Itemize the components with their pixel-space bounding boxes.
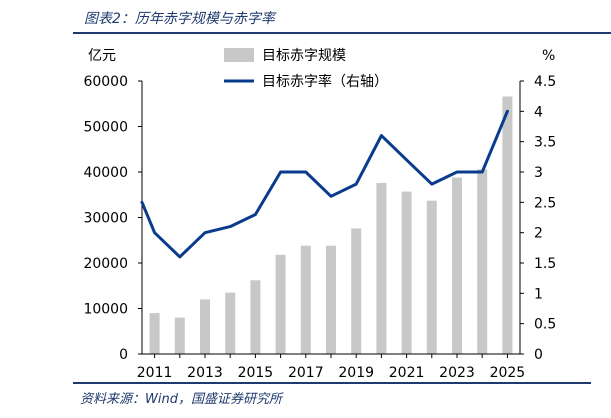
axes-layer (138, 80, 524, 358)
bar-2016 (275, 254, 286, 354)
bars-layer (149, 96, 513, 354)
x-tick-label: 2023 (439, 365, 475, 381)
left-tick-label: 30000 (83, 211, 128, 227)
right-tick-label: 3.5 (534, 135, 556, 151)
right-tick-label: 0 (534, 347, 543, 363)
x-tick-label: 2017 (288, 365, 324, 381)
right-tick-label: 2 (534, 226, 543, 242)
title-rule (73, 32, 611, 34)
labels-layer: 0 10000 20000 30000 40000 50000 60000 0 0.5 1 1.5 2… (83, 48, 556, 381)
right-tick-label: 4.5 (534, 74, 556, 90)
bar-2019 (351, 228, 362, 354)
bar-2013 (200, 299, 210, 354)
bar-2017 (300, 245, 311, 354)
figure-title: 图表2：历年赤字规模与赤字率 (84, 11, 275, 27)
left-tick-label: 20000 (83, 256, 128, 272)
source-rule (73, 382, 591, 384)
x-tick-label: 2025 (490, 365, 526, 381)
left-tick-label: 40000 (83, 165, 128, 181)
right-tick-label: 1.5 (534, 256, 556, 272)
right-tick-label: 2.5 (534, 195, 556, 211)
deficit-ratio-line (140, 109, 509, 259)
bar-2014 (225, 292, 236, 354)
right-tick-label: 1 (534, 286, 543, 302)
left-tick-label: 50000 (83, 120, 128, 136)
x-tick-label: 2015 (238, 365, 274, 381)
bar-2023 (452, 177, 462, 354)
bar-2011 (149, 313, 160, 354)
left-tick-label: 10000 (83, 302, 128, 318)
legend-line-label: 目标赤字率（右轴） (262, 73, 388, 90)
bar-2022 (426, 200, 437, 354)
figure-source: 资料来源：Wind，国盛证券研究所 (80, 392, 282, 407)
line-layer (140, 109, 509, 259)
bar-2020 (376, 182, 387, 354)
bar-2021 (401, 191, 412, 354)
left-axis-unit: 亿元 (88, 48, 116, 64)
x-tick-label: 2011 (137, 365, 173, 381)
legend-bar-swatch (224, 48, 254, 62)
legend-bar-label: 目标赤字规模 (262, 48, 346, 64)
bar-2024 (477, 169, 488, 354)
right-tick-label: 3 (534, 165, 543, 181)
x-tick-label: 2019 (338, 365, 374, 381)
bar-2025 (502, 96, 513, 354)
x-tick-label: 2021 (389, 365, 425, 381)
right-tick-label: 0.5 (534, 317, 556, 333)
x-tick-label: 2013 (187, 365, 223, 381)
left-tick-label: 0 (119, 347, 128, 363)
bar-2018 (326, 245, 336, 354)
bar-2012 (174, 317, 185, 354)
right-tick-label: 4 (534, 104, 543, 120)
left-tick-label: 60000 (83, 74, 128, 90)
right-axis-unit: % (542, 48, 555, 64)
bar-2015 (250, 280, 261, 354)
